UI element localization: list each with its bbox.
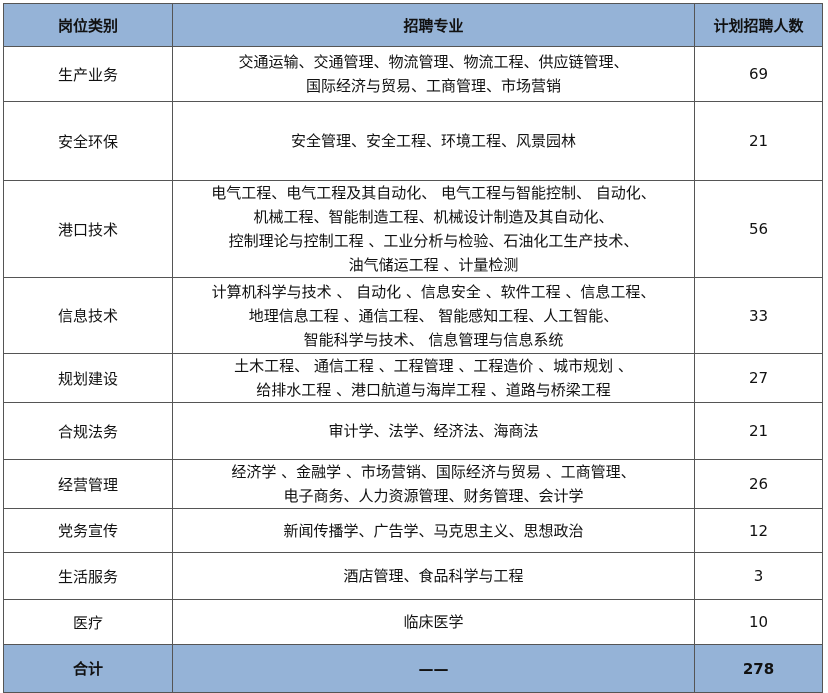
table-row: 港口技术 电气工程、电气工程及其自动化、 电气工程与智能控制、 自动化、 机械工程、… bbox=[3, 180, 823, 278]
count-cell: 69 bbox=[694, 46, 823, 102]
category-cell: 生产业务 bbox=[3, 46, 173, 102]
majors-cell: 新闻传播学、广告学、马克思主义、思想政治 bbox=[172, 508, 695, 553]
header-cell: 招聘专业 bbox=[172, 3, 695, 47]
table-row: 信息技术 计算机科学与技术 、 自动化 、信息安全 、软件工程 、信息工程、 地理信… bbox=[3, 277, 823, 354]
category-cell: 信息技术 bbox=[3, 277, 173, 354]
majors-cell: 临床医学 bbox=[172, 599, 695, 645]
majors-line: 经济学 、金融学 、市场营销、国际经济与贸易 、工商管理、 bbox=[231, 463, 636, 481]
majors-cell: 安全管理、安全工程、环境工程、风景园林 bbox=[172, 101, 695, 181]
table-header: 岗位类别 招聘专业 计划招聘人数 bbox=[3, 3, 823, 47]
majors-line: 临床医学 bbox=[403, 613, 464, 631]
category-cell: 经营管理 bbox=[3, 459, 173, 509]
count-cell: 12 bbox=[694, 508, 823, 553]
header-row: 岗位类别 招聘专业 计划招聘人数 bbox=[3, 3, 823, 47]
table-row: 生活服务 酒店管理、食品科学与工程 3 bbox=[3, 552, 823, 600]
majors-line: 机械工程、智能制造工程、机械设计制造及其自动化、 bbox=[253, 208, 614, 226]
table-row: 规划建设 土木工程、 通信工程 、工程管理 、工程造价 、城市规划 、给排水工程 … bbox=[3, 353, 823, 403]
table-row: 医疗 临床医学 10 bbox=[3, 599, 823, 645]
majors-line: 控制理论与控制工程 、工业分析与检验、石油化工生产技术、 bbox=[228, 232, 639, 250]
majors-line: 智能科学与技术、 信息管理与信息系统 bbox=[303, 330, 564, 349]
count-cell: 21 bbox=[694, 402, 823, 460]
count-cell: 21 bbox=[694, 101, 823, 181]
category-cell: 医疗 bbox=[3, 599, 173, 645]
total-label: 合计 bbox=[3, 644, 173, 693]
recruit-table: 岗位类别 招聘专业 计划招聘人数 生产业务 交通运输、交通管理、物流管理、物流工程… bbox=[3, 3, 823, 693]
count-cell: 26 bbox=[694, 459, 823, 509]
category-cell: 党务宣传 bbox=[3, 508, 173, 553]
total-majors: —— bbox=[172, 644, 695, 693]
header-cell: 计划招聘人数 bbox=[694, 3, 823, 47]
majors-line: 油气储运工程 、计量检测 bbox=[348, 256, 519, 274]
category-cell: 生活服务 bbox=[3, 552, 173, 600]
count-cell: 3 bbox=[694, 552, 823, 600]
majors-line: 电气工程、电气工程及其自动化、 电气工程与智能控制、 自动化、 bbox=[211, 184, 656, 202]
majors-line: 安全管理、安全工程、环境工程、风景园林 bbox=[290, 132, 576, 150]
majors-line: 审计学、法学、经济法、海商法 bbox=[328, 422, 539, 440]
majors-line: 计算机科学与技术 、 自动化 、信息安全 、软件工程 、信息工程、 bbox=[211, 282, 656, 301]
majors-cell: 电气工程、电气工程及其自动化、 电气工程与智能控制、 自动化、 机械工程、智能制造… bbox=[172, 180, 695, 278]
majors-line: 酒店管理、食品科学与工程 bbox=[343, 567, 524, 585]
majors-line: 交通运输、交通管理、物流管理、物流工程、供应链管理、 bbox=[238, 53, 629, 71]
majors-cell: 交通运输、交通管理、物流管理、物流工程、供应链管理、 国际经济与贸易、工商管理、市… bbox=[172, 46, 695, 102]
count-cell: 27 bbox=[694, 353, 823, 403]
majors-line: 给排水工程 、港口航道与海岸工程 、道路与桥梁工程 bbox=[256, 381, 611, 399]
majors-line: 国际经济与贸易、工商管理、市场营销 bbox=[305, 77, 561, 95]
majors-line: 地理信息工程 、通信工程、 智能感知工程、人工智能、 bbox=[248, 306, 619, 325]
table-row: 合规法务 审计学、法学、经济法、海商法 21 bbox=[3, 402, 823, 460]
count-cell: 56 bbox=[694, 180, 823, 278]
majors-line: 土木工程、 通信工程 、工程管理 、工程造价 、城市规划 、 bbox=[234, 357, 633, 375]
table-row: 生产业务 交通运输、交通管理、物流管理、物流工程、供应链管理、 国际经济与贸易、工商… bbox=[3, 46, 823, 102]
table-body: 生产业务 交通运输、交通管理、物流管理、物流工程、供应链管理、 国际经济与贸易、工商… bbox=[3, 46, 823, 693]
majors-cell: 审计学、法学、经济法、海商法 bbox=[172, 402, 695, 460]
table-row: 经营管理 经济学 、金融学 、市场营销、国际经济与贸易 、工商管理、 电子商务、人力… bbox=[3, 459, 823, 509]
count-cell: 10 bbox=[694, 599, 823, 645]
majors-line: 新闻传播学、广告学、马克思主义、思想政治 bbox=[283, 521, 584, 540]
count-cell: 33 bbox=[694, 277, 823, 354]
majors-line: 电子商务、人力资源管理、财务管理、会计学 bbox=[283, 487, 584, 505]
table-row: 安全环保 安全管理、安全工程、环境工程、风景园林 21 bbox=[3, 101, 823, 181]
category-cell: 港口技术 bbox=[3, 180, 173, 278]
total-count: 278 bbox=[694, 644, 823, 693]
majors-cell: 土木工程、 通信工程 、工程管理 、工程造价 、城市规划 、给排水工程 、港口航… bbox=[172, 353, 695, 403]
header-cell: 岗位类别 bbox=[3, 3, 173, 47]
total-row: 合计 —— 278 bbox=[3, 644, 823, 693]
majors-cell: 酒店管理、食品科学与工程 bbox=[172, 552, 695, 600]
table-row: 党务宣传 新闻传播学、广告学、马克思主义、思想政治 12 bbox=[3, 508, 823, 553]
category-cell: 合规法务 bbox=[3, 402, 173, 460]
majors-cell: 计算机科学与技术 、 自动化 、信息安全 、软件工程 、信息工程、 地理信息工程 … bbox=[172, 277, 695, 354]
majors-cell: 经济学 、金融学 、市场营销、国际经济与贸易 、工商管理、 电子商务、人力资源管理… bbox=[172, 459, 695, 509]
category-cell: 安全环保 bbox=[3, 101, 173, 181]
category-cell: 规划建设 bbox=[3, 353, 173, 403]
